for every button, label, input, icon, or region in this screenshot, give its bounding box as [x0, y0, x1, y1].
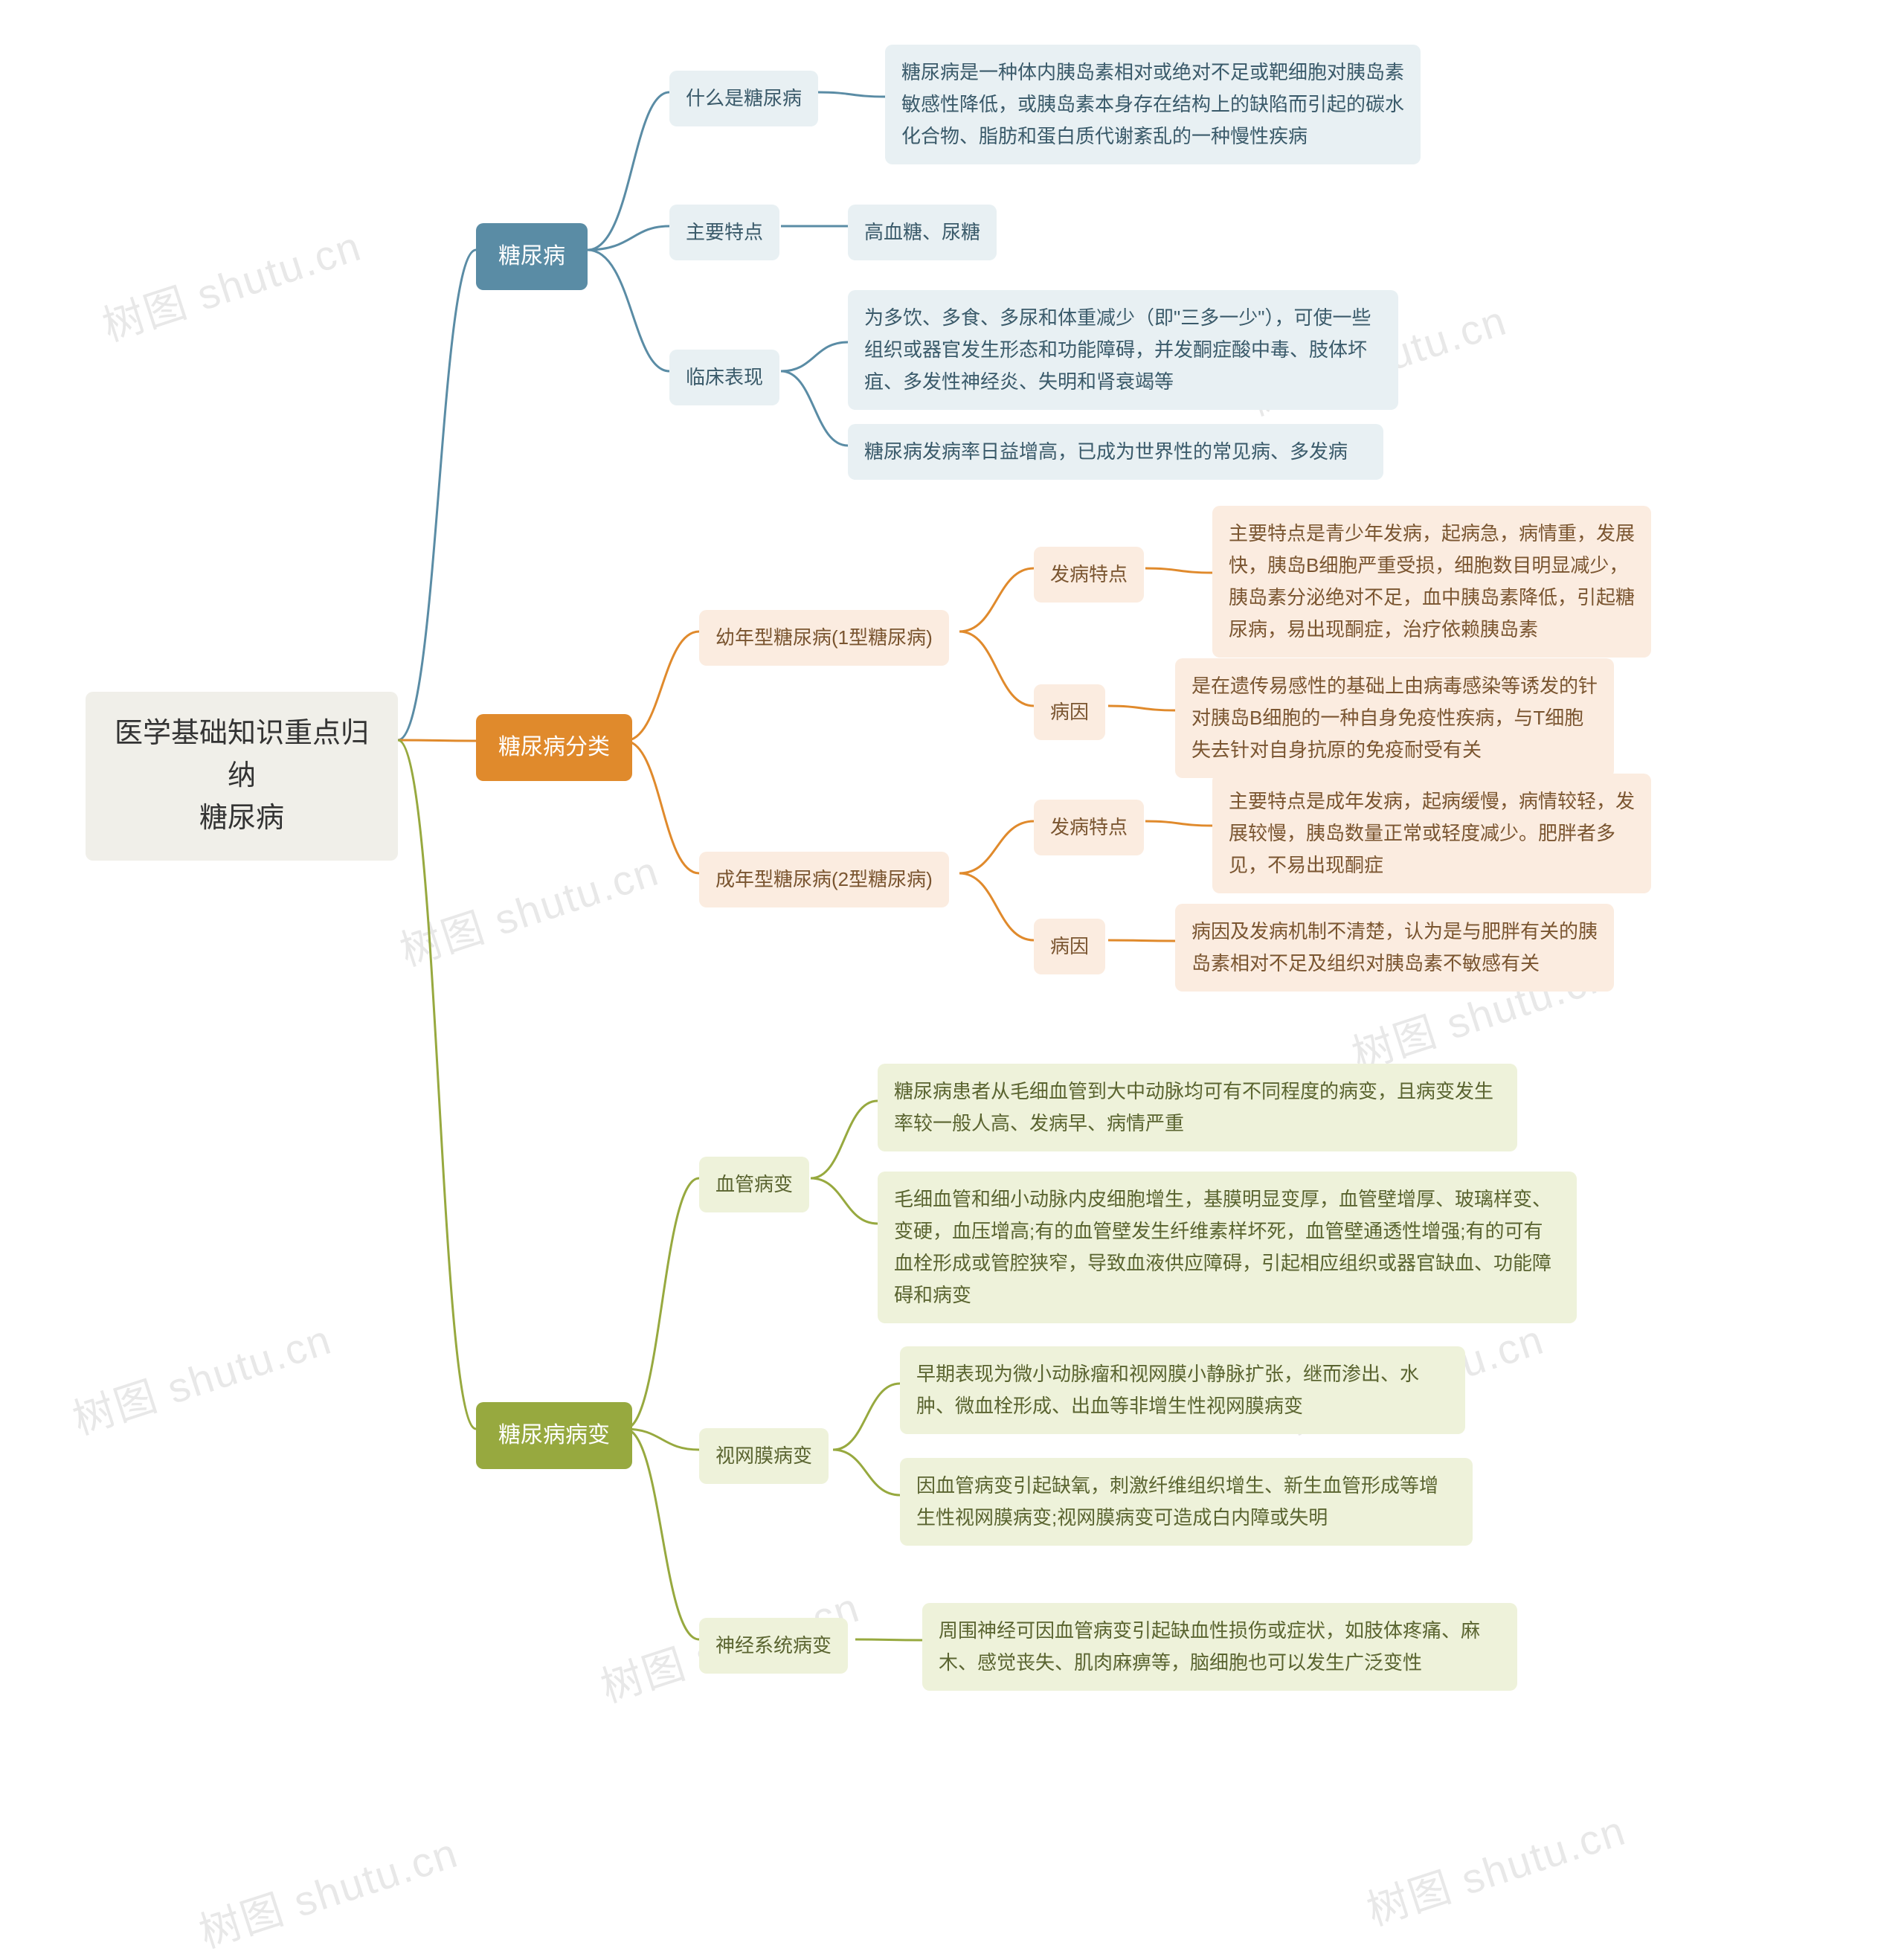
- node-type2: 成年型糖尿病(2型糖尿病): [699, 852, 949, 907]
- leaf-vascular-2: 毛细血管和细小动脉内皮细胞增生，基膜明显变厚，血管壁增厚、玻璃样变、变硬，血压增…: [878, 1172, 1577, 1323]
- branch-diabetes: 糖尿病: [476, 223, 588, 290]
- node-what-is: 什么是糖尿病: [669, 71, 818, 126]
- leaf-type2-cause-desc: 病因及发病机制不清楚，认为是与肥胖有关的胰岛素相对不足及组织对胰岛素不敏感有关: [1175, 904, 1614, 992]
- branch-pathology: 糖尿病病变: [476, 1402, 632, 1469]
- leaf-retina-1: 早期表现为微小动脉瘤和视网膜小静脉扩张，继而渗出、水肿、微血栓形成、出血等非增生…: [900, 1346, 1465, 1434]
- node-type1-feature: 发病特点: [1034, 547, 1144, 603]
- node-neuro: 神经系统病变: [699, 1618, 848, 1674]
- leaf-type1-cause-desc: 是在遗传易感性的基础上由病毒感染等诱发的针对胰岛B细胞的一种自身免疫性疾病，与T…: [1175, 658, 1614, 778]
- watermark: 树图 shutu.cn: [94, 213, 368, 353]
- leaf-clinical-2: 糖尿病发病率日益增高，已成为世界性的常见病、多发病: [848, 424, 1383, 480]
- watermark: 树图 shutu.cn: [391, 838, 666, 978]
- node-type2-cause: 病因: [1034, 919, 1105, 974]
- node-type1-cause: 病因: [1034, 684, 1105, 740]
- node-vascular: 血管病变: [699, 1157, 809, 1212]
- node-main-feature: 主要特点: [669, 205, 779, 260]
- leaf-what-is-desc: 糖尿病是一种体内胰岛素相对或绝对不足或靶细胞对胰岛素敏感性降低，或胰岛素本身存在…: [885, 45, 1421, 164]
- leaf-clinical-1: 为多饮、多食、多尿和体重减少（即"三多一少"），可使一些组织或器官发生形态和功能…: [848, 290, 1398, 410]
- node-clinical: 临床表现: [669, 350, 779, 405]
- leaf-neuro-desc: 周围神经可因血管病变引起缺血性损伤或症状，如肢体疼痛、麻木、感觉丧失、肌肉麻痹等…: [922, 1603, 1517, 1691]
- node-type1: 幼年型糖尿病(1型糖尿病): [699, 610, 949, 666]
- watermark: 树图 shutu.cn: [64, 1306, 338, 1447]
- leaf-type2-feature-desc: 主要特点是成年发病，起病缓慢，病情较轻，发展较慢，胰岛数量正常或轻度减少。肥胖者…: [1212, 774, 1651, 893]
- watermark: 树图 shutu.cn: [1358, 1797, 1633, 1938]
- leaf-retina-2: 因血管病变引起缺氧，刺激纤维组织增生、新生血管形成等增生性视网膜病变;视网膜病变…: [900, 1458, 1473, 1546]
- mindmap-canvas: 树图 shutu.cn 树图 shutu.cn 树图 shutu.cn 树图 s…: [0, 0, 1904, 1939]
- leaf-type1-feature-desc: 主要特点是青少年发病，起病急，病情重，发展快，胰岛B细胞严重受损，细胞数目明显减…: [1212, 506, 1651, 658]
- root-node: 医学基础知识重点归纳糖尿病: [86, 692, 398, 861]
- node-type2-feature: 发病特点: [1034, 800, 1144, 855]
- branch-classification: 糖尿病分类: [476, 714, 632, 781]
- node-retina: 视网膜病变: [699, 1428, 829, 1484]
- leaf-vascular-1: 糖尿病患者从毛细血管到大中动脉均可有不同程度的病变，且病变发生率较一般人高、发病…: [878, 1064, 1517, 1151]
- leaf-main-feature-desc: 高血糖、尿糖: [848, 205, 997, 260]
